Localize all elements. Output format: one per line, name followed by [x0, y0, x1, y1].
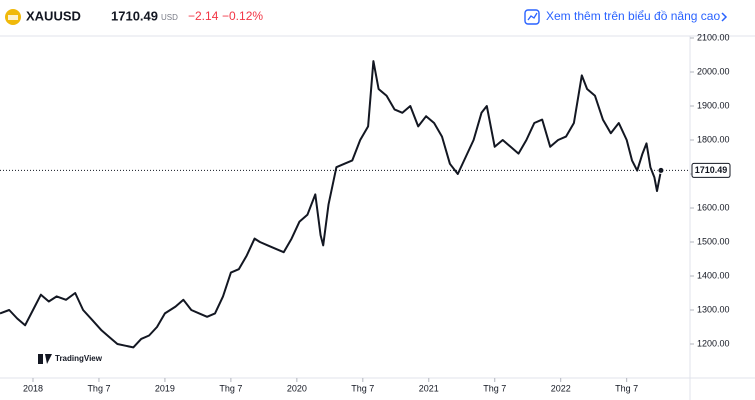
- y-tick-label: 1200.00: [697, 338, 730, 348]
- x-tick-label: Thg 7: [351, 383, 374, 393]
- x-tick-label: 2022: [551, 383, 571, 393]
- tv-logo: TradingView: [38, 354, 103, 364]
- x-tick-label: Thg 7: [615, 383, 638, 393]
- y-tick-label: 2000.00: [697, 66, 730, 76]
- x-tick-label: Thg 7: [483, 383, 506, 393]
- symbol-icon-bars: [8, 15, 18, 20]
- change-pct: −0.12%: [222, 9, 263, 23]
- price-label: 1710.49: [695, 165, 728, 175]
- advanced-chart-link[interactable]: Xem thêm trên biểu đồ nâng cao: [524, 9, 728, 25]
- link-text[interactable]: Xem thêm trên biểu đồ nâng cao: [546, 9, 720, 23]
- y-tick-label: 1400.00: [697, 270, 730, 280]
- link-icon-line: [527, 12, 538, 21]
- change: −2.14: [188, 9, 219, 23]
- symbol: XAUUSD: [26, 8, 81, 23]
- y-tick-label: 2100.00: [697, 32, 730, 42]
- x-tick-label: 2021: [419, 383, 439, 393]
- y-tick-label: 1800.00: [697, 134, 730, 144]
- logo-mark: [38, 354, 43, 364]
- link-arrow: [721, 12, 728, 22]
- price-label-box: [691, 162, 731, 178]
- x-tick-label: Thg 7: [87, 383, 110, 393]
- price: 1710.49: [111, 8, 158, 23]
- y-tick-label: 1900.00: [697, 100, 730, 110]
- currency: USD: [161, 13, 178, 22]
- logo-mark: [45, 354, 52, 364]
- x-tick-label: 2019: [155, 383, 175, 393]
- last-point: [657, 166, 665, 174]
- link-icon: [524, 9, 540, 25]
- y-tick-label: 1300.00: [697, 304, 730, 314]
- x-tick-label: Thg 7: [219, 383, 242, 393]
- y-tick-label: 1500.00: [697, 236, 730, 246]
- x-tick-label: 2018: [23, 383, 43, 393]
- x-tick-label: 2020: [287, 383, 307, 393]
- y-tick-label: 1600.00: [697, 202, 730, 212]
- price-line: [0, 60, 662, 349]
- logo-text: TradingView: [55, 354, 103, 363]
